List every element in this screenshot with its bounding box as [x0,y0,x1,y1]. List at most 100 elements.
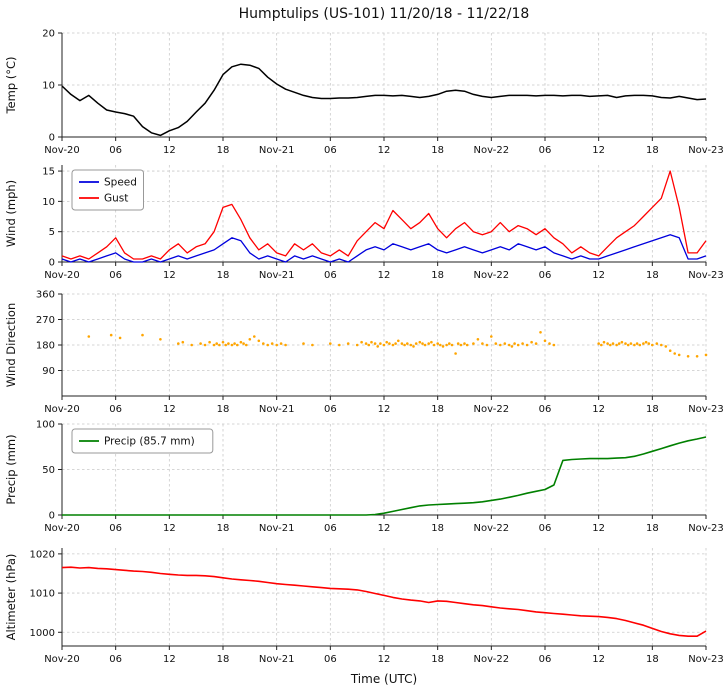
x-tick-label: 18 [646,654,659,665]
x-tick-label: 18 [217,145,230,156]
series-line-Speed [61,234,707,263]
x-tick-label: 12 [592,654,605,665]
y-tick-label: 1000 [30,628,55,639]
x-tick-label: Nov-20 [44,270,80,281]
x-tick-label: 12 [378,145,391,156]
x-tick-label: Nov-22 [474,404,510,415]
x-tick-label: 18 [646,523,659,534]
panel-wind-direction: Nov-20 06 12 18 Nov-21 06 12 18 Nov-22 06 12 18 Nov-… [4,290,723,416]
panel-precip: Nov-20 06 12 18 Nov-21 06 12 18 Nov-22 06 12 18 Nov-… [4,420,723,535]
y-axis-label-wind: Wind (mph) [4,180,18,247]
x-tick-label: 12 [592,270,605,281]
y-tick-label: 360 [36,290,55,301]
x-tick-label: 06 [539,145,552,156]
series-line-Precip (85.7 mm) [62,436,707,516]
x-tick-label: 06 [539,523,552,534]
x-tick-label: Nov-23 [688,145,723,156]
x-tick-label: Nov-20 [44,523,80,534]
x-tick-label: 12 [592,145,605,156]
legend-box [71,428,214,454]
x-tick-label: 18 [646,270,659,281]
y-axis-label-altimeter: Altimeter (hPa) [4,554,18,641]
y-axis-label-temp: Temp (°C) [4,56,18,114]
x-tick-label: 06 [539,270,552,281]
y-tick-label: 1010 [30,589,55,600]
x-tick-label: 12 [378,654,391,665]
x-tick-label: Nov-22 [474,523,510,534]
panel-altimeter: Nov-20 06 12 18 Nov-21 06 12 18 Nov-22 06 12 18 Nov-… [4,548,723,665]
x-tick-label: Nov-22 [474,654,510,665]
y-tick-label: 15 [42,167,55,178]
x-tick-label: Nov-20 [44,654,80,665]
x-tick-label: Nov-23 [688,404,723,415]
y-tick-label: 50 [42,465,55,476]
x-tick-label: 18 [646,145,659,156]
y-tick-label: 1020 [30,549,55,560]
x-tick-label: Nov-21 [259,270,295,281]
x-tick-label: 18 [217,654,230,665]
x-tick-label: 06 [539,654,552,665]
x-tick-label: 12 [163,145,176,156]
x-tick-label: 18 [431,270,444,281]
y-axis-label-precip: Precip (mm) [4,434,18,504]
x-tick-label: Nov-22 [474,270,510,281]
y-tick-label: 100 [36,420,55,431]
x-tick-label: 06 [324,523,337,534]
x-tick-label: Nov-23 [688,523,723,534]
y-tick-label: 10 [42,197,55,208]
x-tick-label: 06 [109,145,122,156]
x-tick-label: Nov-21 [259,523,295,534]
y-tick-label: 5 [49,227,55,238]
x-tick-label: Nov-22 [474,145,510,156]
x-tick-label: 18 [646,404,659,415]
x-tick-label: 06 [324,270,337,281]
legend-label: Precip (85.7 mm) [104,436,195,448]
x-tick-label: 12 [163,523,176,534]
y-tick-label: 0 [49,133,55,144]
y-tick-label: 20 [42,29,55,40]
x-tick-label: 18 [217,270,230,281]
x-tick-label: 12 [378,270,391,281]
x-tick-label: 12 [163,404,176,415]
x-tick-label: 06 [539,404,552,415]
y-tick-label: 10 [42,81,55,92]
series-line-Gust [61,170,707,260]
x-tick-label: Nov-20 [44,404,80,415]
y-tick-label: 0 [49,511,55,522]
chart-title: Humptulips (US-101) 11/20/18 - 11/22/18 [238,6,530,22]
x-tick-label: Nov-21 [259,404,295,415]
panel-temp: Nov-20 06 12 18 Nov-21 06 12 18 Nov-22 06 12 18 Nov-… [4,29,723,157]
x-tick-label: Nov-23 [688,270,723,281]
x-tick-label: 12 [163,270,176,281]
x-tick-label: 12 [163,654,176,665]
y-tick-label: 180 [36,341,55,352]
x-tick-label: Nov-21 [259,145,295,156]
series-line-Altimeter [61,566,707,637]
legend-label: Speed [104,177,137,189]
x-tick-label: 06 [109,523,122,534]
x-tick-label: 06 [324,654,337,665]
y-tick-label: 0 [49,258,55,269]
y-axis-label-wind-direction: Wind Direction [4,303,18,388]
x-tick-label: 06 [324,404,337,415]
x-tick-label: 06 [109,654,122,665]
legend-label: Gust [104,193,128,205]
x-tick-label: Nov-23 [688,654,723,665]
x-axis-label: Time (UTC) [350,672,418,686]
x-tick-label: 12 [592,404,605,415]
x-tick-label: 06 [109,270,122,281]
x-tick-label: 18 [217,523,230,534]
x-tick-label: 18 [431,404,444,415]
x-tick-label: 12 [378,404,391,415]
x-tick-label: Nov-20 [44,145,80,156]
y-tick-label: 270 [36,315,55,326]
x-tick-label: 18 [431,654,444,665]
x-tick-label: 18 [431,145,444,156]
x-tick-label: 18 [217,404,230,415]
x-tick-label: 12 [592,523,605,534]
legend-box [71,169,144,211]
scatter-points-wind-direction [87,331,708,358]
panel-wind: Nov-20 06 12 18 Nov-21 06 12 18 Nov-22 06 12 18 Nov-… [4,165,723,281]
